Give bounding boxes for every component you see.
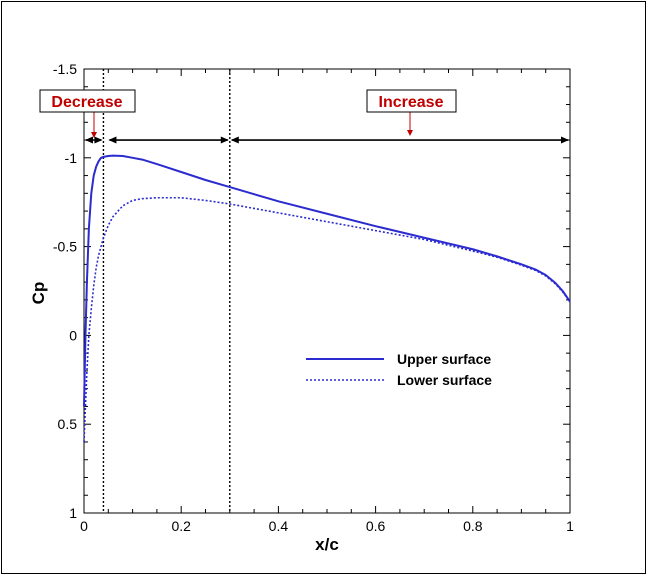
- region-arrows: [85, 112, 569, 144]
- decrease-annotation: Decrease: [39, 89, 136, 113]
- arrow-middle-region-head-right: [220, 136, 229, 144]
- x-tick-label: 1: [566, 518, 574, 534]
- legend-label-upper: Upper surface: [397, 351, 491, 367]
- y-tick-label: 0.5: [58, 416, 78, 432]
- reference-lines: [102, 69, 231, 513]
- x-tick-label: 0.6: [366, 518, 386, 534]
- y-tick-label: -1: [65, 150, 78, 166]
- decrease-pointer-head: [91, 132, 97, 139]
- increase-pointer-head: [407, 130, 413, 137]
- arrow-leading-region-head-left: [85, 136, 93, 144]
- plot-border: [83, 68, 571, 514]
- axes: [83, 68, 571, 514]
- legend: Upper surface Lower surface: [306, 351, 492, 388]
- series-group: [83, 154, 571, 442]
- increase-annotation: Increase: [366, 89, 457, 113]
- x-tick-label: 0.8: [463, 518, 483, 534]
- arrow-trailing-region-head-left: [230, 136, 239, 144]
- x-tick-label: 0.4: [269, 518, 289, 534]
- x-tick-label: 0: [80, 518, 88, 534]
- x-axis-title: x/c: [315, 535, 339, 554]
- increase-label: Increase: [379, 94, 444, 111]
- arrow-leading-region-head-right: [94, 136, 103, 144]
- arrow-middle-region: [108, 136, 229, 144]
- decrease-label: Decrease: [51, 94, 122, 111]
- arrow-trailing-region: [230, 136, 569, 144]
- y-axis-title: Cp: [29, 282, 48, 305]
- arrow-leading-region: [85, 136, 103, 144]
- arrow-middle-region-head-left: [108, 136, 117, 144]
- y-tick-label: 0: [69, 327, 77, 343]
- y-tick-label: -0.5: [53, 239, 77, 255]
- upper-surface-line: [83, 154, 571, 407]
- ticks: 0 0.2 0.4 0.6 0.8 1 -1.5 -1 -0.5 0 0.5 1: [53, 61, 574, 534]
- legend-label-lower: Lower surface: [397, 372, 492, 388]
- y-tick-label: -1.5: [53, 61, 77, 77]
- x-tick-label: 0.2: [171, 518, 191, 534]
- lower-surface-line: [83, 196, 571, 442]
- y-tick-label: 1: [69, 505, 77, 521]
- arrow-trailing-region-head-right: [561, 136, 569, 144]
